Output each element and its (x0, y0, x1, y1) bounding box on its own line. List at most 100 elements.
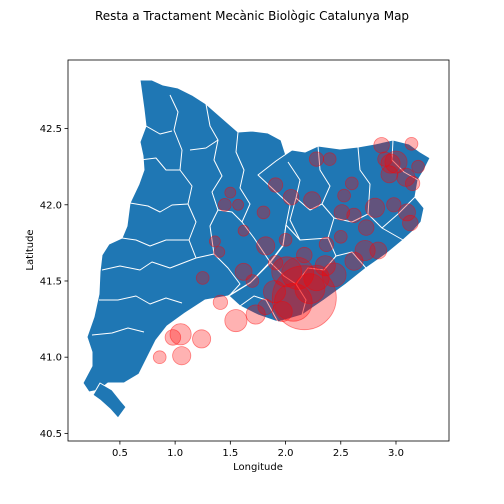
region-boundary (129, 202, 189, 213)
region-boundary (239, 295, 279, 323)
data-point (164, 329, 182, 346)
x-axis-label: Longitude (233, 462, 283, 473)
data-point (404, 175, 421, 191)
data-point (322, 152, 337, 166)
region-boundary (381, 196, 416, 229)
region-boundary (235, 131, 271, 263)
data-point (218, 198, 232, 212)
data-point (282, 188, 300, 206)
data-point (152, 350, 167, 365)
chart-title: Resta a Tractament Mecànic Biològic Cata… (95, 9, 409, 23)
data-point (346, 207, 362, 223)
data-point (384, 150, 408, 174)
data-point (172, 346, 192, 366)
data-point (245, 274, 260, 288)
data-point (212, 294, 228, 310)
x-tick-label: 0.5 (112, 448, 128, 459)
data-point (169, 323, 192, 346)
data-point (256, 236, 276, 256)
data-point (404, 137, 419, 151)
data-point (267, 255, 284, 271)
region-boundary (99, 295, 183, 305)
data-point (224, 186, 237, 199)
region-boundary (205, 103, 241, 297)
region-boundary (295, 217, 337, 285)
region-boundary (285, 224, 301, 241)
y-axis-label: Latitude (25, 229, 36, 270)
data-point (314, 255, 336, 277)
data-point (303, 191, 322, 210)
region-east (228, 139, 431, 323)
data-point (281, 256, 315, 290)
y-axis: 40.5 41.0 41.5 42.0 42.5 (40, 124, 68, 440)
region-boundary (101, 253, 215, 271)
data-point (344, 251, 364, 271)
y-tick-label: 40.5 (40, 429, 62, 440)
y-tick-label: 41.5 (40, 276, 62, 287)
data-point (213, 246, 226, 258)
data-point (333, 230, 348, 244)
region-boundary (269, 261, 307, 316)
data-point (208, 235, 221, 248)
data-point (232, 198, 245, 211)
data-point (398, 203, 416, 222)
x-tick-label: 2.0 (278, 448, 294, 459)
region-boundary (169, 94, 197, 259)
data-point (271, 256, 303, 288)
data-point (369, 241, 388, 260)
data-point (396, 167, 416, 187)
region-boundary (391, 139, 419, 181)
region-south-tip (92, 382, 127, 419)
marker-layer (152, 137, 425, 366)
x-tick-label: 3.0 (388, 448, 404, 459)
data-point (380, 153, 401, 174)
data-point (373, 137, 390, 154)
data-point (296, 246, 313, 264)
region-map (82, 79, 431, 419)
data-point (245, 304, 266, 325)
data-point (278, 233, 293, 247)
data-point (294, 273, 326, 305)
data-point (271, 300, 293, 322)
data-point (411, 159, 425, 174)
data-point (321, 262, 347, 288)
data-point (262, 280, 286, 304)
region-boundary (317, 145, 369, 223)
y-tick-label: 41.0 (40, 353, 62, 364)
x-tick-label: 1.0 (167, 448, 183, 459)
x-tick-label: 2.5 (333, 448, 349, 459)
region-boundary (139, 157, 180, 171)
y-tick-label: 42.0 (40, 200, 62, 211)
data-point (237, 224, 250, 237)
x-tick-label: 1.5 (222, 448, 238, 459)
region-boundary (289, 197, 329, 241)
region-boundary (145, 125, 173, 135)
data-point (303, 264, 330, 292)
data-point (377, 151, 393, 167)
data-point (308, 151, 325, 167)
region-boundary (335, 251, 367, 269)
region-boundary (217, 209, 243, 223)
data-point (192, 329, 212, 349)
y-tick-label: 42.5 (40, 124, 62, 135)
data-point (386, 197, 402, 213)
region-boundaries (91, 94, 419, 336)
x-axis: 0.5 1.0 1.5 2.0 2.5 3.0 (112, 441, 404, 459)
data-point (344, 176, 359, 191)
data-point (380, 165, 399, 184)
region-boundary (189, 139, 219, 151)
data-point (224, 309, 248, 333)
data-point (358, 219, 375, 236)
data-point (257, 298, 274, 316)
data-point (333, 204, 351, 221)
data-point (271, 265, 337, 331)
data-point (354, 239, 376, 261)
region-boundary (121, 237, 189, 247)
plot-area (67, 59, 450, 442)
region-west (82, 79, 301, 393)
region-boundary (357, 146, 404, 241)
data-point (337, 188, 351, 203)
data-point (318, 236, 334, 252)
data-point (256, 205, 271, 220)
